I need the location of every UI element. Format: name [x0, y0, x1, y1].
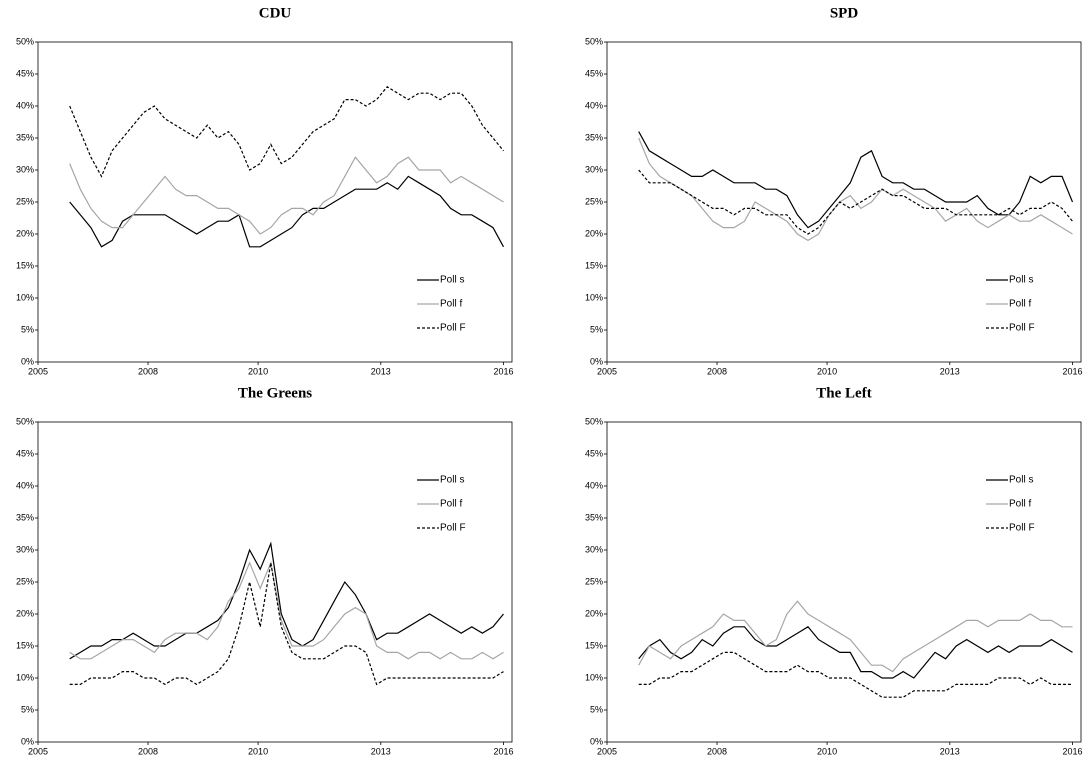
- y-tick-label: 50%: [585, 416, 603, 426]
- x-tick-label: 2016: [1063, 366, 1083, 376]
- series-line: [638, 169, 1073, 235]
- y-tick-label: 25%: [585, 576, 603, 586]
- series-line: [69, 562, 504, 686]
- y-tick-label: 35%: [585, 512, 603, 522]
- y-tick-label: 15%: [16, 640, 34, 650]
- y-tick-label: 30%: [16, 164, 34, 174]
- legend-label: Poll F: [1009, 323, 1035, 334]
- x-tick-label: 2005: [597, 746, 617, 756]
- y-tick-label: 40%: [585, 100, 603, 110]
- legend-label: Poll s: [440, 275, 464, 286]
- y-tick-label: 5%: [21, 704, 34, 714]
- y-tick-label: 10%: [16, 292, 34, 302]
- y-tick-label: 15%: [585, 640, 603, 650]
- y-tick-label: 50%: [16, 36, 34, 46]
- chart-title: The Left: [816, 385, 871, 401]
- x-tick-label: 2010: [248, 746, 268, 756]
- series-line: [69, 86, 504, 178]
- y-tick-label: 45%: [585, 68, 603, 78]
- y-tick-label: 0%: [21, 736, 34, 746]
- plot-frame: [37, 41, 513, 363]
- x-tick-label: 2013: [371, 366, 391, 376]
- x-tick-label: 2016: [1063, 746, 1083, 756]
- y-tick-label: 10%: [585, 292, 603, 302]
- legend-label: Poll s: [1009, 475, 1033, 486]
- y-tick-label: 30%: [16, 544, 34, 554]
- y-tick-label: 20%: [16, 228, 34, 238]
- y-tick-label: 45%: [16, 68, 34, 78]
- y-tick-label: 10%: [16, 672, 34, 682]
- y-tick-label: 50%: [16, 416, 34, 426]
- y-tick-label: 20%: [585, 608, 603, 618]
- x-tick-label: 2008: [707, 366, 727, 376]
- plot-frame: [606, 41, 1082, 363]
- series-line: [638, 600, 1073, 673]
- plot-frame: [37, 421, 513, 743]
- x-tick-label: 2008: [138, 366, 158, 376]
- x-tick-label: 2008: [138, 746, 158, 756]
- legend-label: Poll f: [1009, 299, 1031, 310]
- y-tick-label: 45%: [16, 448, 34, 458]
- y-tick-label: 25%: [16, 576, 34, 586]
- y-tick-label: 40%: [16, 100, 34, 110]
- legend-label: Poll F: [440, 523, 466, 534]
- y-tick-label: 15%: [16, 260, 34, 270]
- x-tick-label: 2013: [940, 366, 960, 376]
- y-tick-label: 20%: [16, 608, 34, 618]
- y-tick-label: 40%: [585, 480, 603, 490]
- series-line: [638, 626, 1073, 679]
- y-tick-label: 25%: [16, 196, 34, 206]
- x-tick-label: 2016: [494, 746, 514, 756]
- y-tick-label: 35%: [16, 512, 34, 522]
- series-line: [69, 175, 505, 248]
- plot-frame: [606, 421, 1082, 743]
- legend-label: Poll F: [440, 323, 466, 334]
- legend-label: Poll f: [1009, 499, 1031, 510]
- x-tick-label: 2013: [371, 746, 391, 756]
- x-tick-label: 2005: [28, 366, 48, 376]
- series-line: [638, 137, 1073, 242]
- y-tick-label: 45%: [585, 448, 603, 458]
- y-tick-label: 5%: [590, 704, 603, 714]
- y-tick-label: 50%: [585, 36, 603, 46]
- legend-label: Poll f: [440, 299, 462, 310]
- y-tick-label: 5%: [21, 324, 34, 334]
- y-tick-label: 20%: [585, 228, 603, 238]
- chart-title: The Greens: [238, 385, 312, 401]
- y-tick-label: 30%: [585, 164, 603, 174]
- y-tick-label: 25%: [585, 196, 603, 206]
- legend-label: Poll s: [1009, 275, 1033, 286]
- x-tick-label: 2005: [597, 366, 617, 376]
- x-tick-label: 2010: [817, 746, 837, 756]
- y-tick-label: 10%: [585, 672, 603, 682]
- x-tick-label: 2010: [248, 366, 268, 376]
- series-line: [69, 541, 504, 660]
- series-line: [69, 560, 504, 660]
- legend-label: Poll f: [440, 499, 462, 510]
- y-tick-label: 0%: [21, 356, 34, 366]
- y-tick-label: 35%: [585, 132, 603, 142]
- chart-title: CDU: [259, 5, 292, 21]
- legend-label: Poll F: [1009, 523, 1035, 534]
- y-tick-label: 0%: [590, 736, 603, 746]
- x-tick-label: 2010: [817, 366, 837, 376]
- series-line: [638, 131, 1074, 229]
- y-tick-label: 40%: [16, 480, 34, 490]
- y-tick-label: 15%: [585, 260, 603, 270]
- x-tick-label: 2016: [494, 366, 514, 376]
- x-tick-label: 2013: [940, 746, 960, 756]
- y-tick-label: 0%: [590, 356, 603, 366]
- legend-label: Poll s: [440, 475, 464, 486]
- series-line: [638, 651, 1073, 698]
- chart-title: SPD: [830, 5, 859, 21]
- x-tick-label: 2005: [28, 746, 48, 756]
- series-line: [69, 156, 504, 235]
- y-tick-label: 30%: [585, 544, 603, 554]
- y-tick-label: 35%: [16, 132, 34, 142]
- y-tick-label: 5%: [590, 324, 603, 334]
- x-tick-label: 2008: [707, 746, 727, 756]
